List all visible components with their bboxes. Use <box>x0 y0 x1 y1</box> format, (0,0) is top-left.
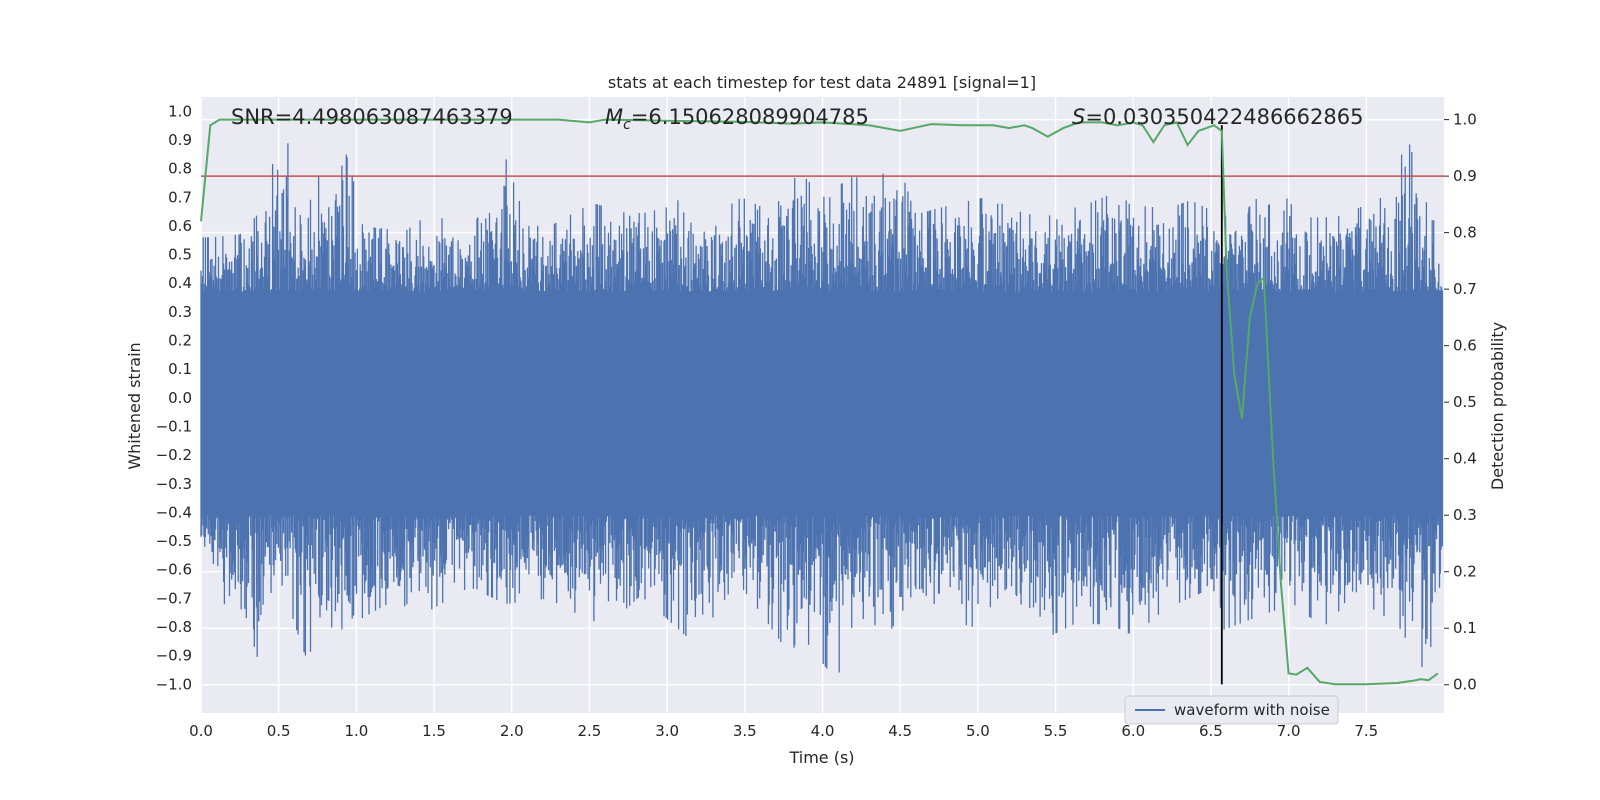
x-tick-label: 4.0 <box>811 722 835 740</box>
left-tick-label: −0.4 <box>156 503 192 521</box>
right-tick-label: 1.0 <box>1453 111 1477 129</box>
x-tick-label: 0.5 <box>267 722 291 740</box>
left-tick-label: 0.9 <box>168 131 192 149</box>
x-tick-label: 3.5 <box>733 722 757 740</box>
right-tick-label: 0.2 <box>1453 563 1477 581</box>
left-tick-label: −0.7 <box>156 589 192 607</box>
chart-title: stats at each timestep for test data 248… <box>608 73 1036 92</box>
left-tick-label: 0.3 <box>168 303 192 321</box>
x-tick-label: 6.0 <box>1121 722 1145 740</box>
probability-line <box>200 118 1439 686</box>
x-tick-label: 3.0 <box>655 722 679 740</box>
legend-box <box>1124 695 1339 725</box>
right-tick-label: 0.9 <box>1453 167 1477 185</box>
left-axis-title: Whitened strain <box>125 342 144 469</box>
waveform-series <box>200 143 1444 673</box>
legend-label: waveform with noise <box>1174 701 1330 719</box>
mc-subscript: c <box>623 117 631 133</box>
left-tick-label: 0.1 <box>168 360 192 378</box>
x-axis-title: Time (s) <box>788 748 854 767</box>
left-tick-label: 1.0 <box>168 102 192 120</box>
x-tick-label: 1.5 <box>422 722 446 740</box>
x-axis-ticks: 0.0 0.5 1.0 1.5 2.0 2.5 3.0 3.5 4.0 4.5 5.0 5.5 6.0 6… <box>189 722 1378 740</box>
left-tick-label: −0.2 <box>156 446 192 464</box>
right-tick-label: 0.7 <box>1453 280 1477 298</box>
probability-series <box>200 118 1439 686</box>
left-tick-label: 0.7 <box>168 188 192 206</box>
x-tick-label: 4.5 <box>888 722 912 740</box>
left-tick-label: 0.6 <box>168 217 192 235</box>
x-tick-label: 5.5 <box>1044 722 1068 740</box>
x-tick-label: 7.5 <box>1354 722 1378 740</box>
left-tick-label: −0.5 <box>156 532 192 550</box>
mc-annotation: Mc=6.150628089904785 <box>605 105 869 133</box>
right-axis-ticks: 1.0 0.9 0.8 0.7 0.6 0.5 0.4 0.3 0.2 0.1 0.0 <box>1444 111 1477 694</box>
snr-annotation: SNR=4.498063087463379 <box>231 105 513 129</box>
left-tick-label: −1.0 <box>156 675 192 693</box>
waveform-trace <box>200 143 1444 673</box>
right-tick-label: 0.5 <box>1453 393 1477 411</box>
x-tick-label: 1.0 <box>344 722 368 740</box>
s-annotation: S=0.030350422486662865 <box>1072 105 1363 129</box>
x-tick-label: 5.0 <box>966 722 990 740</box>
x-tick-label: 2.0 <box>500 722 524 740</box>
left-axis-ticks: 1.0 0.9 0.8 0.7 0.6 0.5 0.4 0.3 0.2 0.1 0.0 −0.1 −0.… <box>156 102 192 693</box>
left-tick-label: 0.0 <box>168 389 192 407</box>
right-tick-label: 0.0 <box>1453 676 1477 694</box>
left-tick-label: −0.1 <box>156 417 192 435</box>
left-tick-label: 0.4 <box>168 274 192 292</box>
legend: waveform with noise <box>1124 695 1339 725</box>
left-tick-label: −0.8 <box>156 618 192 636</box>
x-tick-label: 6.5 <box>1199 722 1223 740</box>
x-tick-label: 2.5 <box>578 722 602 740</box>
x-tick-label: 7.0 <box>1277 722 1301 740</box>
mc-value: =6.150628089904785 <box>631 105 869 129</box>
left-tick-label: −0.6 <box>156 561 192 579</box>
right-tick-label: 0.4 <box>1453 450 1477 468</box>
s-symbol: S <box>1072 105 1085 129</box>
right-tick-label: 0.3 <box>1453 506 1477 524</box>
s-value: =0.030350422486662865 <box>1085 105 1363 129</box>
left-tick-label: 0.5 <box>168 246 192 264</box>
left-tick-label: 0.8 <box>168 160 192 178</box>
left-tick-label: −0.9 <box>156 647 192 665</box>
right-tick-label: 0.6 <box>1453 337 1477 355</box>
mc-symbol: M <box>605 105 623 129</box>
right-tick-label: 0.1 <box>1453 619 1477 637</box>
left-tick-label: −0.3 <box>156 475 192 493</box>
right-axis-title: Detection probability <box>1488 322 1507 490</box>
right-tick-label: 0.8 <box>1453 224 1477 242</box>
x-tick-label: 0.0 <box>189 722 213 740</box>
left-tick-label: 0.2 <box>168 332 192 350</box>
